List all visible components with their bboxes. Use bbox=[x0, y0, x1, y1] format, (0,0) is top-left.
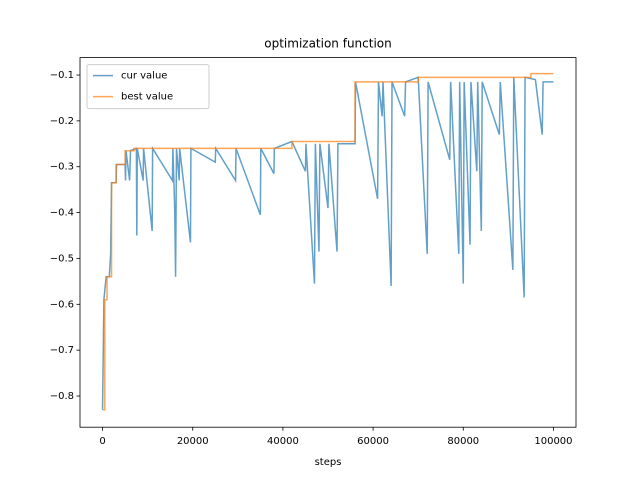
legend-box bbox=[86, 64, 210, 110]
y-tick-label: −0.1 bbox=[50, 70, 74, 81]
x-tick-label: 40000 bbox=[267, 436, 299, 447]
x-tick-label: 80000 bbox=[447, 436, 479, 447]
chart-title: optimization function bbox=[264, 37, 392, 51]
x-axis-label: steps bbox=[315, 457, 342, 468]
y-tick-label: −0.3 bbox=[50, 162, 74, 173]
y-tick-label: −0.7 bbox=[50, 345, 74, 356]
legend-label: cur value bbox=[121, 71, 167, 82]
series-line bbox=[102, 72, 554, 411]
plot-frame bbox=[79, 57, 577, 428]
series-line bbox=[101, 76, 554, 410]
y-tick-label: −0.8 bbox=[50, 391, 74, 402]
y-tick-label: −0.4 bbox=[50, 208, 74, 219]
y-tick-label: −0.2 bbox=[50, 116, 74, 127]
x-tick-label: 60000 bbox=[357, 436, 389, 447]
x-tick-label: 100000 bbox=[534, 436, 572, 447]
legend-label: best value bbox=[121, 92, 173, 103]
y-tick-label: −0.6 bbox=[50, 299, 74, 310]
y-tick-label: −0.5 bbox=[50, 253, 74, 264]
x-tick-label: 20000 bbox=[177, 436, 209, 447]
x-tick-label: 0 bbox=[99, 436, 105, 447]
